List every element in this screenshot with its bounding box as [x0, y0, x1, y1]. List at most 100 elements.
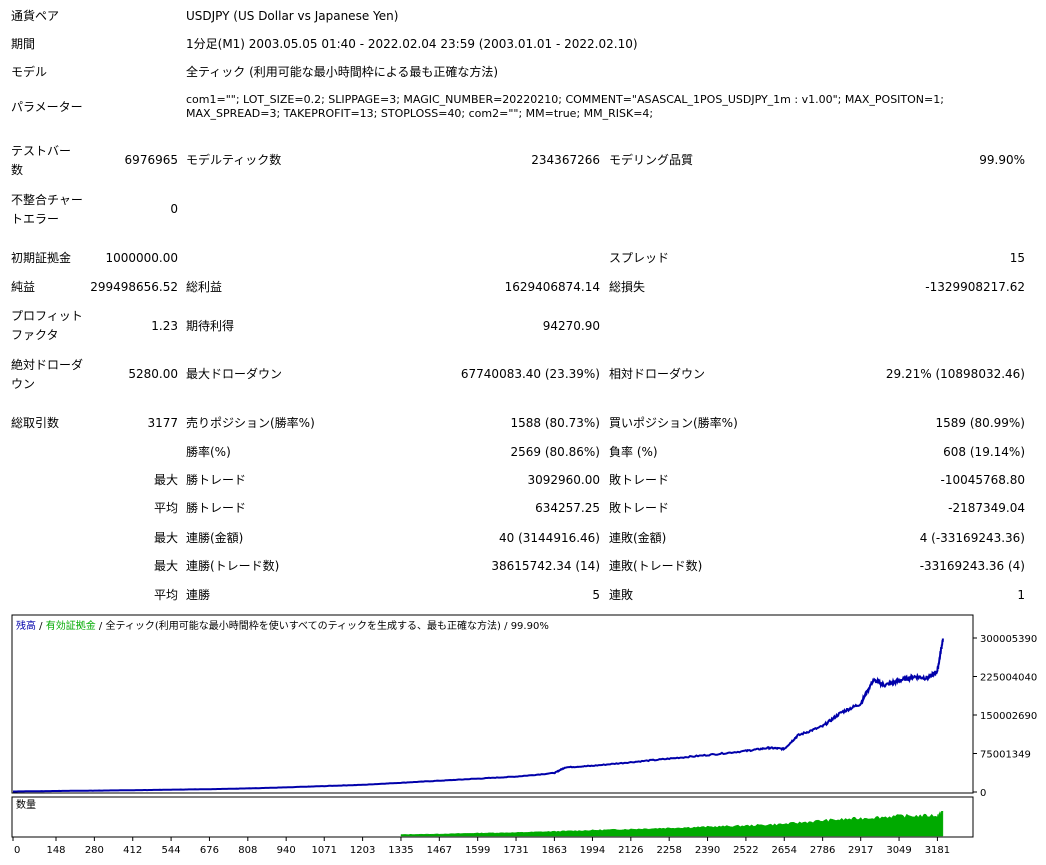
x-tick-label: 280: [85, 845, 104, 856]
modeling-quality-value: 99.90%: [979, 153, 1025, 167]
model-value: 全ティック (利用可能な最小時間枠による最も正確な方法): [186, 65, 499, 79]
largest-loss-label: 敗トレード: [609, 473, 670, 487]
max-consec-profit-label: 連勝(トレード数): [186, 559, 280, 573]
x-tick-label: 808: [238, 845, 257, 856]
parameters-value: com1=""; LOT_SIZE=0.2; SLIPPAGE=3; MAGIC…: [186, 93, 944, 120]
rel-drawdown-value: 29.21% (10898032.46): [885, 367, 1025, 381]
x-tick-label: 3049: [886, 845, 911, 856]
average-win-value: 634257.25: [535, 501, 600, 515]
max-consec-losses-value: 4 (-33169243.36): [919, 531, 1025, 545]
volume-legend-part-0: 数量: [16, 798, 36, 811]
model-ticks-value: 234367266: [531, 153, 600, 167]
model-ticks-label: モデルティック数: [186, 153, 282, 167]
rel-drawdown-label: 相対ドローダウン: [609, 367, 706, 381]
loss-rate-label: 負率 (%): [609, 445, 658, 459]
largest-loss-value: -10045768.80: [940, 473, 1026, 487]
y-tick-label: 300005390: [980, 634, 1037, 645]
balance-series: [13, 638, 944, 793]
mismatch-errors-label: 不整合チャートエラー: [11, 193, 83, 226]
largest-win-label: 勝トレード: [186, 473, 247, 487]
x-tick-label: 0: [14, 845, 20, 856]
avg-consec-losses-label: 連敗: [609, 588, 634, 602]
x-tick-label: 1994: [580, 845, 605, 856]
average-win-label: 勝トレード: [186, 501, 247, 515]
total-trades-label: 総取引数: [11, 416, 60, 430]
loss-rate-value: 608 (19.14%): [943, 445, 1025, 459]
x-tick-label: 2654: [772, 845, 797, 856]
gross-loss-value: -1329908217.62: [925, 280, 1025, 294]
average-loss-value: -2187349.04: [948, 501, 1025, 515]
x-tick-label: 2258: [656, 845, 681, 856]
parameters-label: パラメーター: [11, 100, 83, 114]
test-bars-label: テストバー数: [11, 144, 72, 177]
x-tick-label: 2522: [733, 845, 758, 856]
win-rate-value: 2569 (80.86%): [510, 445, 600, 459]
average-loss-label: 敗トレード: [609, 501, 670, 515]
max-drawdown-value: 67740083.40 (23.39%): [460, 367, 600, 381]
legend-part-3: / 全ティック(利用可能な最小時間枠を使いすべてのティックを生成する、最も正確な…: [96, 619, 549, 632]
max-consec-loss-label: 連敗(トレード数): [609, 559, 703, 573]
x-tick-label: 1863: [542, 845, 567, 856]
max-consec-losses-label: 連敗(金額): [609, 531, 667, 545]
expected-payoff-value: 94270.90: [542, 319, 600, 333]
model-label: モデル: [11, 65, 48, 79]
max-consec-profit-value: 38615742.34 (14): [491, 559, 600, 573]
y-tick-label: 75001349: [980, 750, 1031, 761]
long-positions-label: 買いポジション(勝率%): [609, 416, 738, 430]
backtest-report: 通貨ペア USDJPY (US Dollar vs Japanese Yen) …: [11, 9, 1026, 602]
initial-deposit-label: 初期証拠金: [11, 251, 72, 265]
x-tick-label: 148: [46, 845, 65, 856]
volume-area: [400, 810, 944, 837]
volume-legend: 数量: [16, 798, 36, 811]
y-tick-label: 225004040: [980, 673, 1037, 684]
largest-win-value: 3092960.00: [527, 473, 600, 487]
legend-part-0: 残高: [16, 619, 36, 632]
max-drawdown-label: 最大ドローダウン: [186, 367, 283, 381]
abs-drawdown-label: 絶対ドローダウン: [11, 358, 84, 391]
legend-part-1: /: [36, 621, 46, 632]
long-positions-value: 1589 (80.99%): [935, 416, 1025, 430]
avg-consec-wins-label: 連勝: [186, 588, 211, 602]
x-tick-label: 3181: [925, 845, 950, 856]
period-value: 1分足(M1) 2003.05.05 01:40 - 2022.02.04 23…: [186, 37, 638, 51]
profit-factor-value: 1.23: [151, 319, 178, 333]
equity-chart-panel: 残高 / 有効証拠金 / 全ティック(利用可能な最小時間枠を使いすべてのティック…: [0, 610, 1046, 865]
max-consec-loss-value: -33169243.36 (4): [919, 559, 1025, 573]
y-tick-label: 0: [980, 788, 986, 799]
max-consec-profit-prefix: 最大: [153, 559, 178, 573]
spread-value: 15: [1009, 251, 1025, 265]
x-tick-label: 1731: [503, 845, 528, 856]
avg-consec-wins-value: 5: [592, 588, 600, 602]
profit-factor-label: プロフィットファクタ: [11, 309, 83, 342]
x-tick-label: 1467: [427, 845, 452, 856]
legend-part-2: 有効証拠金: [46, 619, 96, 632]
net-profit-label: 純益: [11, 280, 36, 294]
x-tick-label: 544: [162, 845, 181, 856]
short-positions-value: 1588 (80.73%): [510, 416, 600, 430]
total-trades-value: 3177: [147, 416, 178, 430]
x-tick-label: 940: [277, 845, 296, 856]
test-bars-value: 6976965: [124, 153, 178, 167]
equity-chart-svg: 残高 / 有効証拠金 / 全ティック(利用可能な最小時間枠を使いすべてのティック…: [11, 614, 1037, 856]
x-tick-label: 412: [123, 845, 142, 856]
win-rate-label: 勝率(%): [186, 445, 231, 459]
spread-label: スプレッド: [609, 251, 670, 265]
max-consec-wins-value: 40 (3144916.46): [499, 531, 600, 545]
max-consec-wins-label: 連勝(金額): [186, 531, 244, 545]
mismatch-errors-value: 0: [170, 202, 178, 216]
abs-drawdown-value: 5280.00: [128, 367, 178, 381]
largest-win-prefix: 最大: [153, 473, 178, 487]
period-label: 期間: [11, 37, 36, 51]
short-positions-label: 売りポジション(勝率%): [186, 416, 315, 430]
gross-profit-label: 総利益: [186, 280, 223, 294]
max-consec-wins-prefix: 最大: [153, 531, 178, 545]
main-chart-frame: [11, 614, 974, 794]
x-tick-label: 1203: [350, 845, 375, 856]
x-tick-label: 1335: [388, 845, 413, 856]
x-tick-label: 2917: [848, 845, 873, 856]
gross-profit-value: 1629406874.14: [504, 280, 600, 294]
modeling-quality-label: モデリング品質: [609, 153, 694, 167]
chart-legend: 残高 / 有効証拠金 / 全ティック(利用可能な最小時間枠を使いすべてのティック…: [16, 619, 549, 632]
average-win-prefix: 平均: [153, 501, 178, 515]
y-tick-label: 150002690: [980, 711, 1037, 722]
